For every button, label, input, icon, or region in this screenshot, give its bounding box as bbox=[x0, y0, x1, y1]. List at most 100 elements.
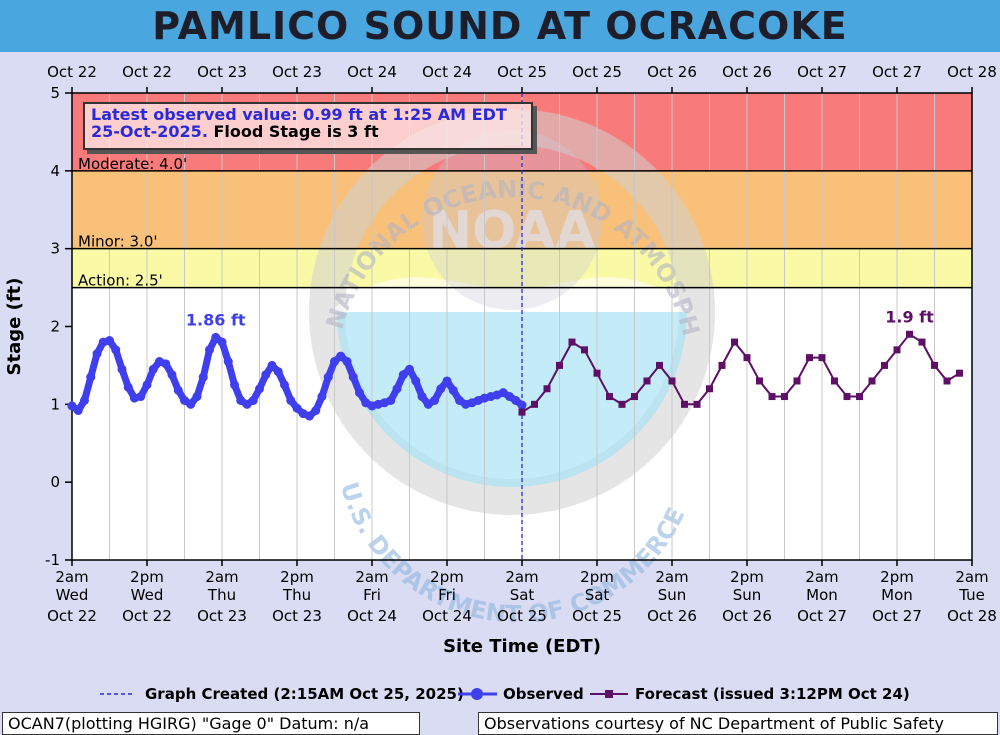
x-tick-day: Sat bbox=[510, 586, 535, 604]
observed-point bbox=[411, 376, 421, 386]
forecast-point bbox=[693, 400, 701, 408]
observed-point bbox=[448, 385, 458, 395]
observed-point bbox=[323, 372, 333, 382]
peak-label-observed: 1.86 ft bbox=[186, 310, 246, 329]
observed-point bbox=[92, 349, 102, 359]
forecast-point bbox=[668, 377, 676, 385]
observed-point bbox=[123, 382, 133, 392]
x-top-tick-label: Oct 26 bbox=[722, 63, 772, 81]
legend-forecast-label: Forecast (issued 3:12PM Oct 24) bbox=[635, 685, 910, 703]
forecast-point bbox=[881, 361, 888, 369]
x-tick-time: 2pm bbox=[280, 568, 314, 586]
forecast-point bbox=[518, 408, 526, 416]
forecast-point bbox=[718, 361, 726, 369]
observed-point bbox=[173, 385, 183, 395]
x-tick-date: Oct 23 bbox=[197, 607, 247, 625]
forecast-point bbox=[806, 354, 813, 362]
x-tick-time: 2pm bbox=[130, 568, 164, 586]
observed-point bbox=[336, 351, 346, 361]
legend-created-label: Graph Created (2:15AM Oct 25, 2025) bbox=[145, 685, 464, 703]
x-tick-day: Sun bbox=[733, 586, 762, 604]
forecast-point bbox=[868, 377, 876, 385]
title-bar bbox=[0, 0, 1000, 52]
x-tick-time: 2am bbox=[55, 568, 88, 586]
x-tick-date: Oct 24 bbox=[347, 607, 397, 625]
x-tick-date: Oct 22 bbox=[122, 607, 172, 625]
x-tick-time: 2am bbox=[805, 568, 838, 586]
x-tick-day: Wed bbox=[131, 586, 164, 604]
x-tick-time: 2am bbox=[205, 568, 238, 586]
x-tick-date: Oct 22 bbox=[47, 607, 97, 625]
observed-point bbox=[273, 367, 283, 377]
observed-point bbox=[217, 337, 227, 347]
x-top-tick-label: Oct 22 bbox=[122, 63, 172, 81]
observed-point bbox=[280, 380, 289, 390]
x-tick-date: Oct 27 bbox=[872, 607, 922, 625]
x-tick-time: 2pm bbox=[430, 568, 464, 586]
page-title: PAMLICO SOUND AT OCRACOKE bbox=[152, 4, 848, 48]
forecast-point bbox=[681, 400, 688, 408]
x-tick-date: Oct 23 bbox=[272, 607, 322, 625]
forecast-point bbox=[906, 330, 913, 338]
forecast-point bbox=[956, 369, 963, 377]
observed-point bbox=[167, 370, 177, 380]
latest-value-box: Latest observed value: 0.99 ft at 1:25 A… bbox=[83, 102, 533, 150]
x-top-tick-label: Oct 23 bbox=[197, 63, 247, 81]
y-tick-label: 3 bbox=[50, 240, 60, 258]
legend-observed-marker bbox=[471, 688, 483, 700]
x-tick-date: Oct 25 bbox=[497, 607, 547, 625]
x-top-tick-label: Oct 22 bbox=[47, 63, 97, 81]
x-tick-date: Oct 26 bbox=[722, 607, 772, 625]
y-axis-title: Stage (ft) bbox=[4, 278, 25, 376]
forecast-point bbox=[556, 361, 563, 369]
observed-point bbox=[517, 400, 527, 410]
observed-point bbox=[261, 370, 271, 380]
x-tick-day: Mon bbox=[881, 586, 913, 604]
observed-point bbox=[86, 372, 96, 382]
forecast-point bbox=[581, 346, 588, 354]
observed-point bbox=[386, 395, 396, 405]
forecast-point bbox=[606, 393, 613, 401]
observed-point bbox=[80, 395, 89, 405]
observed-point bbox=[311, 406, 321, 416]
gage-datum-note: OCAN7(plotting HGIRG) "Gage 0" Datum: n/… bbox=[2, 712, 420, 735]
observed-point bbox=[105, 336, 114, 346]
x-tick-day: Mon bbox=[806, 586, 838, 604]
observed-point bbox=[198, 372, 208, 382]
x-tick-time: 2pm bbox=[580, 568, 614, 586]
x-top-tick-label: Oct 25 bbox=[497, 63, 547, 81]
forecast-point bbox=[818, 354, 826, 362]
observed-point bbox=[355, 388, 364, 398]
observed-point bbox=[511, 395, 521, 405]
peak-label-forecast: 1.9 ft bbox=[885, 307, 934, 326]
x-tick-time: 2pm bbox=[880, 568, 914, 586]
y-tick-label: 2 bbox=[50, 318, 60, 336]
threshold-label-minor: Minor: 3.0' bbox=[78, 233, 158, 251]
x-top-tick-label: Oct 26 bbox=[647, 63, 697, 81]
x-tick-day: Sun bbox=[658, 586, 687, 604]
x-top-tick-label: Oct 28 bbox=[947, 63, 997, 81]
x-tick-day: Wed bbox=[56, 586, 89, 604]
observed-point bbox=[148, 364, 158, 374]
observed-point bbox=[398, 370, 408, 380]
forecast-point bbox=[593, 369, 601, 377]
observed-point bbox=[330, 357, 339, 367]
x-top-tick-label: Oct 23 bbox=[272, 63, 322, 81]
x-tick-date: Oct 28 bbox=[947, 607, 997, 625]
latest-value-date: 25-Oct-2025. bbox=[91, 122, 208, 141]
observed-point bbox=[317, 392, 327, 402]
forecast-point bbox=[531, 400, 538, 408]
observed-point bbox=[348, 372, 358, 382]
x-tick-date: Oct 25 bbox=[572, 607, 622, 625]
x-tick-date: Oct 24 bbox=[422, 607, 472, 625]
observed-point bbox=[436, 384, 446, 394]
x-tick-date: Oct 27 bbox=[797, 607, 847, 625]
observations-credit: Observations courtesy of NC Department o… bbox=[478, 712, 998, 735]
observed-point bbox=[223, 357, 233, 367]
x-tick-time: 2am bbox=[655, 568, 688, 586]
forecast-point bbox=[831, 377, 838, 385]
forecast-point bbox=[543, 385, 551, 393]
flood-stage-text: Flood Stage is 3 ft bbox=[207, 122, 379, 141]
y-tick-label: -1 bbox=[45, 551, 60, 569]
observed-point bbox=[342, 357, 352, 367]
